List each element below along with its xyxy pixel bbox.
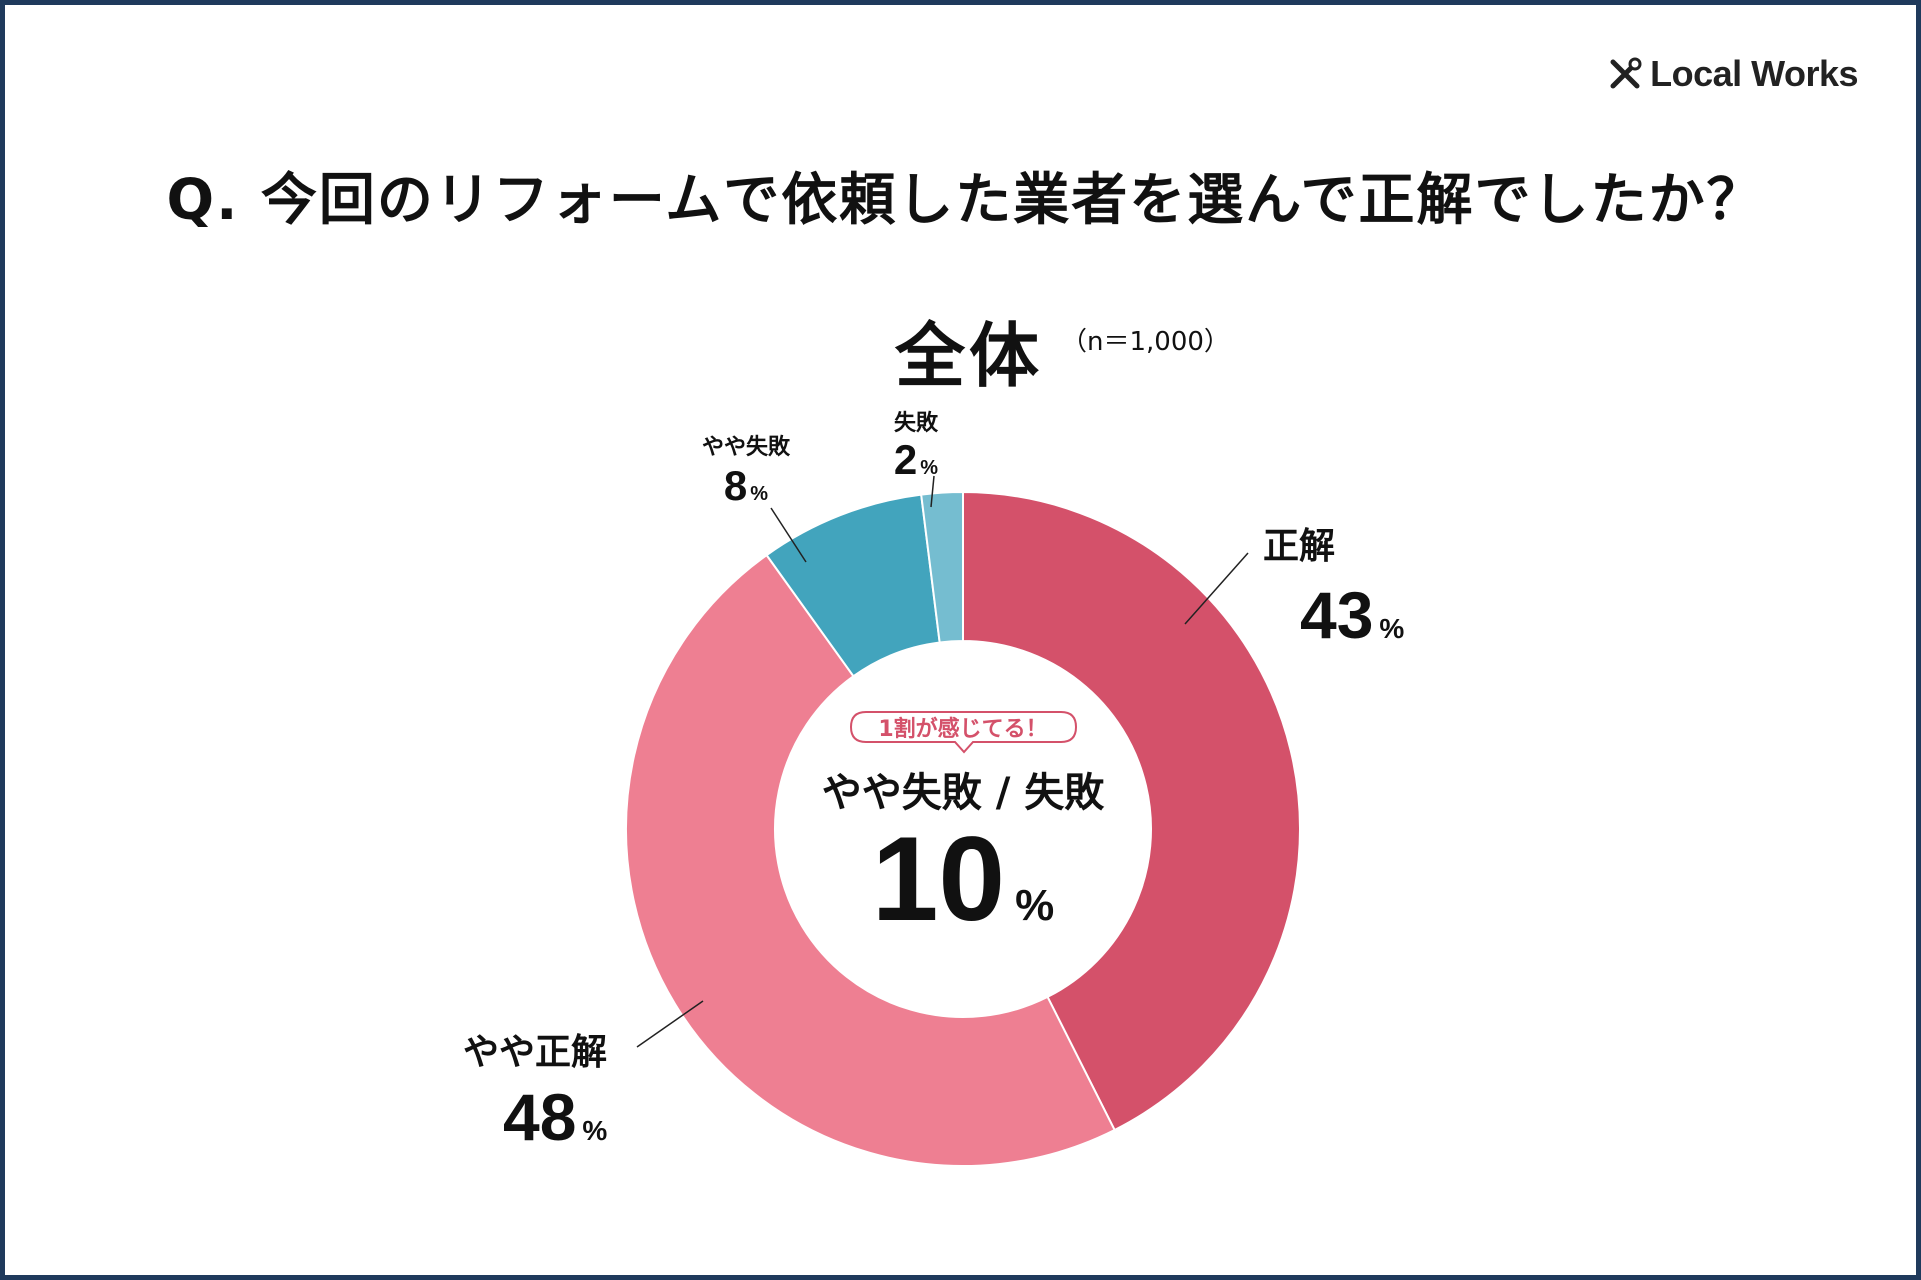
label-correct-number: 43 xyxy=(1300,578,1373,652)
brand-logo: Local Works xyxy=(1608,53,1858,95)
leader-line-failure xyxy=(930,475,935,508)
leader-line-somewhat-failure xyxy=(770,507,807,563)
label-somewhat-failure-name: やや失敗 xyxy=(702,435,791,460)
center-value: 10% xyxy=(872,812,1055,946)
donut-slice-0 xyxy=(962,490,1301,1132)
label-somewhat-correct-name: やや正解 xyxy=(463,1032,607,1073)
leader-line-correct xyxy=(1184,552,1249,625)
sample-size: （n＝1,000） xyxy=(1061,327,1230,357)
leader-line-somewhat-correct xyxy=(636,1000,704,1048)
label-somewhat-failure-unit: % xyxy=(750,483,768,505)
center-badge: 1割が感じてる！ xyxy=(849,711,1078,754)
label-somewhat-failure-value: 8% xyxy=(724,462,768,509)
label-failure-name: 失敗 xyxy=(894,411,939,436)
label-somewhat-correct-number: 48 xyxy=(503,1080,576,1154)
donut-slice-3 xyxy=(920,490,964,644)
chart-subtitle: 全体 xyxy=(895,315,1043,397)
donut-slice-1 xyxy=(625,553,1116,1167)
label-correct-unit: % xyxy=(1379,613,1404,644)
label-correct-value: 43% xyxy=(1300,578,1404,652)
badge-bubble xyxy=(849,711,1078,754)
label-somewhat-correct-value: 48% xyxy=(503,1080,607,1154)
brand-name: Local Works xyxy=(1650,53,1858,94)
label-correct-name: 正解 xyxy=(1263,526,1335,567)
label-failure-unit: % xyxy=(920,457,938,479)
badge-text: 1割が感じてる！ xyxy=(878,716,1047,742)
question-title: Q. 今回のリフォームで依頼した業者を選んで正解でしたか？ xyxy=(166,168,1765,233)
label-failure-value: 2% xyxy=(894,436,938,483)
label-failure-number: 2 xyxy=(894,436,917,483)
label-somewhat-correct-unit: % xyxy=(582,1115,607,1146)
label-somewhat-failure-number: 8 xyxy=(724,462,747,509)
tools-icon xyxy=(1610,57,1642,89)
center-number: 10 xyxy=(872,812,1005,946)
center-unit: % xyxy=(1015,881,1054,930)
center-label: やや失敗 / 失敗 xyxy=(822,770,1105,816)
donut-slices xyxy=(625,490,1301,1167)
